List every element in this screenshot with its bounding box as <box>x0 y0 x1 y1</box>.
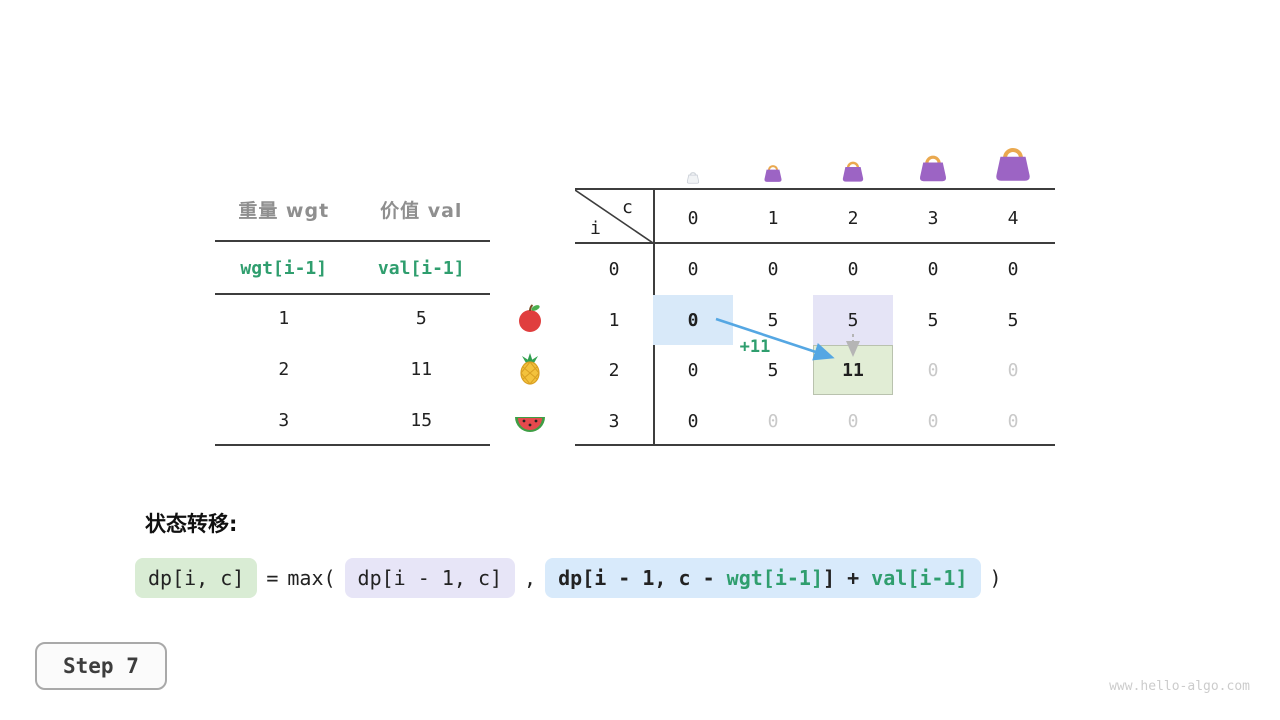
dp-table-rule-top <box>575 188 1055 190</box>
bag-small-icon <box>761 162 785 187</box>
step-badge: Step 7 <box>35 642 167 690</box>
watermark: www.hello-algo.com <box>1109 679 1250 694</box>
dp-corner-row-var: i <box>590 218 601 239</box>
dp-cell: 0 <box>767 258 779 280</box>
watermelon-icon <box>514 405 546 437</box>
dp-row-header: 1 <box>608 309 620 331</box>
dp-row-header: 0 <box>608 258 620 280</box>
apple-icon <box>514 302 546 334</box>
dp-cell: 0 <box>927 258 939 280</box>
bag-medium-icon <box>839 158 867 187</box>
dp-cell-unfilled: 0 <box>1007 359 1019 381</box>
dp-cell-unfilled: 0 <box>927 410 939 432</box>
plus-value-annotation: +11 <box>739 337 771 357</box>
formula-close-paren: ) <box>989 566 1002 590</box>
dp-cell-unfilled: 0 <box>927 359 939 381</box>
dp-cell: 0 <box>1007 258 1019 280</box>
dp-cell: 5 <box>1007 309 1019 331</box>
dp-corner-col-var: c <box>622 197 633 218</box>
dp-col-header: 1 <box>767 207 779 229</box>
item-table-rule-mid <box>215 293 490 295</box>
dp-cell-unfilled: 0 <box>767 410 779 432</box>
dp-corner-diagonal <box>575 190 653 243</box>
bag-large-icon <box>915 151 951 187</box>
dp-col-header: 2 <box>847 207 859 229</box>
formula-arg2-mid: ] + <box>823 566 872 590</box>
dp-table-rule-bottom <box>575 444 1055 446</box>
item-1-value: 5 <box>415 308 427 329</box>
empty-bag-icon <box>685 169 701 188</box>
dp-cell: 0 <box>687 258 699 280</box>
dp-row-header: 2 <box>608 359 620 381</box>
formula-arg2-wgt: wgt[i-1] <box>726 566 823 590</box>
dp-cell: 5 <box>927 309 939 331</box>
formula-comma: , <box>524 566 537 590</box>
dp-cell-current: 11 <box>842 359 864 381</box>
item-row-1: 1 5 <box>215 304 490 334</box>
dp-cell: 5 <box>767 359 779 381</box>
item-2-weight: 2 <box>278 359 290 380</box>
item-3-value: 15 <box>410 410 433 431</box>
dp-cell: 0 <box>687 359 699 381</box>
dp-cell-unfilled: 0 <box>1007 410 1019 432</box>
item-table-formula-row: wgt[i-1] val[i-1] <box>215 254 490 284</box>
pineapple-icon <box>514 353 546 385</box>
dp-cell-unfilled: 0 <box>847 410 859 432</box>
dp-table-rule-header <box>575 242 1055 244</box>
formula-lhs: dp[i, c] <box>135 558 258 598</box>
dp-cell-source: 0 <box>687 309 699 331</box>
item-3-weight: 3 <box>278 410 290 431</box>
dp-row-header: 3 <box>608 410 620 432</box>
transition-heading: 状态转移: <box>145 512 238 536</box>
dp-col-header: 4 <box>1007 207 1019 229</box>
item-row-2: 2 11 <box>215 355 490 385</box>
dp-col-header: 3 <box>927 207 939 229</box>
formula-arg2-val: val[i-1] <box>871 566 968 590</box>
formula-equals: = <box>266 566 279 590</box>
formula-arg1: dp[i - 1, c] <box>344 558 516 598</box>
dp-col-header: 0 <box>687 207 699 229</box>
item-table-rule-top <box>215 240 490 242</box>
item-row-3: 3 15 <box>215 406 490 436</box>
item-table-header: 重量 wgt 价值 val <box>215 196 490 226</box>
val-formula: val[i-1] <box>377 258 465 279</box>
item-2-value: 11 <box>410 359 433 380</box>
dp-cell: 0 <box>847 258 859 280</box>
dp-cell: 0 <box>687 410 699 432</box>
formula-arg2: dp[i - 1, c - wgt[i-1]] + val[i-1] <box>545 558 981 598</box>
item-table-col-value: 价值 val <box>380 200 463 222</box>
item-table-col-weight: 重量 wgt <box>238 200 330 222</box>
dp-cell-above: 5 <box>847 309 859 331</box>
item-1-weight: 1 <box>278 308 290 329</box>
bag-xlarge-icon <box>990 142 1036 187</box>
transition-formula: dp[i, c] = max( dp[i - 1, c] , dp[i - 1,… <box>135 558 1002 598</box>
formula-max-open: max( <box>287 566 336 590</box>
wgt-formula: wgt[i-1] <box>240 258 328 279</box>
formula-arg2-prefix: dp[i - 1, c - <box>558 566 727 590</box>
item-table-rule-bottom <box>215 444 490 446</box>
